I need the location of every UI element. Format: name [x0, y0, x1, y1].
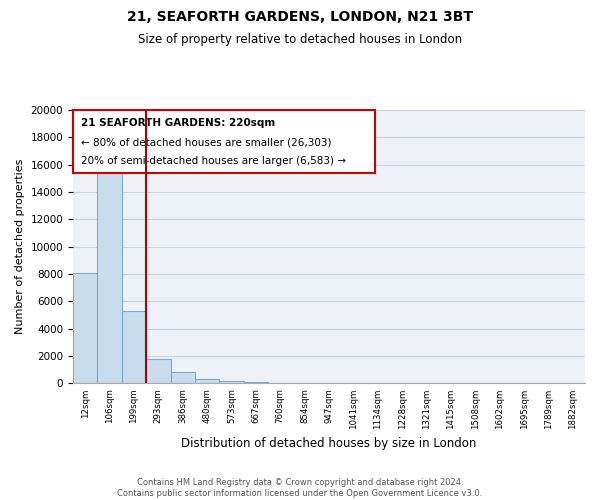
Bar — [268, 382, 292, 384]
Text: 20% of semi-detached houses are larger (6,583) →: 20% of semi-detached houses are larger (… — [81, 156, 346, 166]
Text: Contains HM Land Registry data © Crown copyright and database right 2024.
Contai: Contains HM Land Registry data © Crown c… — [118, 478, 482, 498]
Bar — [220, 380, 244, 384]
FancyBboxPatch shape — [73, 110, 375, 173]
Bar — [195, 380, 220, 384]
Bar — [97, 158, 122, 384]
Text: 21, SEAFORTH GARDENS, LONDON, N21 3BT: 21, SEAFORTH GARDENS, LONDON, N21 3BT — [127, 10, 473, 24]
Text: 21 SEAFORTH GARDENS: 220sqm: 21 SEAFORTH GARDENS: 220sqm — [81, 118, 275, 128]
Text: ← 80% of detached houses are smaller (26,303): ← 80% of detached houses are smaller (26… — [81, 138, 331, 147]
Text: Size of property relative to detached houses in London: Size of property relative to detached ho… — [138, 32, 462, 46]
Bar — [122, 311, 146, 384]
Bar — [244, 382, 268, 384]
Bar — [146, 359, 170, 384]
Y-axis label: Number of detached properties: Number of detached properties — [15, 159, 25, 334]
X-axis label: Distribution of detached houses by size in London: Distribution of detached houses by size … — [181, 437, 477, 450]
Bar — [73, 272, 97, 384]
Bar — [170, 372, 195, 384]
